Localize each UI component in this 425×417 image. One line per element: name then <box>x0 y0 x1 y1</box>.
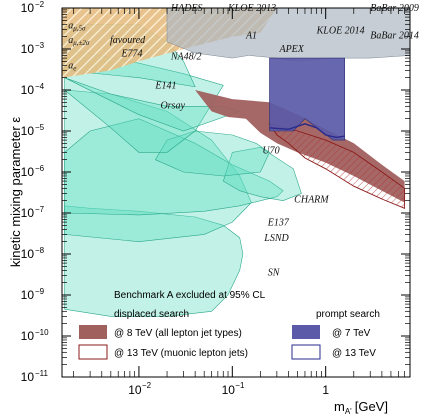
region-label-subscript: μ,±2σ <box>73 39 90 47</box>
y-tick-exponent: −4 <box>35 82 45 91</box>
y-tick-label: 10 <box>21 83 35 97</box>
legend-swatch-prompt-7tev <box>292 325 320 339</box>
region-prompt-13tev <box>269 123 345 139</box>
x-tick-label: 10 <box>128 383 142 397</box>
region-label: BaBar 2014 <box>370 31 419 42</box>
y-tick-label: 10 <box>21 165 35 179</box>
x-tick-exponent: −1 <box>235 381 245 390</box>
region-sn <box>64 205 244 317</box>
legend-item-label: @ 7 TeV <box>332 328 371 339</box>
x-axis-label-m: m <box>334 399 345 414</box>
region-u70 <box>154 130 270 177</box>
region-charm <box>222 146 302 202</box>
x-tick-exponent: −2 <box>142 381 152 390</box>
y-tick-exponent: −11 <box>35 369 49 378</box>
region-label: CHARM <box>294 195 329 206</box>
y-axis-label: kinetic mixing parameter ε <box>8 117 23 267</box>
x-axis-label-subscript: A' <box>345 407 352 416</box>
region-e137 <box>64 118 284 216</box>
y-tick-exponent: −9 <box>35 287 45 296</box>
region-label-base: a <box>68 20 73 31</box>
y-tick-exponent: −3 <box>35 41 45 50</box>
region-label: aμ,±2σ <box>68 35 90 47</box>
y-tick-exponent: −6 <box>35 164 45 173</box>
x-tick-label: 10 <box>222 383 236 397</box>
y-tick-label: 10 <box>21 42 35 56</box>
region-label-subscript: μ,5σ <box>73 24 86 32</box>
legend-swatch-prompt-13tev <box>291 344 321 360</box>
y-tick-label: 10 <box>21 329 35 343</box>
region-label: KLOE 2014 <box>316 25 365 36</box>
y-tick-exponent: −5 <box>35 123 45 132</box>
region-label: BaBar 2009 <box>370 3 419 14</box>
x-tick-label: 1 <box>322 383 329 397</box>
region-label: ae <box>68 61 76 73</box>
region-e141 <box>64 48 224 153</box>
y-tick-label: 10 <box>21 370 35 384</box>
y-tick-exponent: −2 <box>35 0 45 9</box>
y-tick-exponent: −10 <box>35 328 49 337</box>
legend-swatch-run2-13tev <box>78 344 108 360</box>
region-label: E137 <box>267 217 290 228</box>
y-tick-exponent: −7 <box>35 205 45 214</box>
legend-item-label: @ 13 TeV <box>332 348 376 359</box>
plot-frame <box>61 7 411 378</box>
region-label-base: a <box>68 35 73 46</box>
legend-title: Benchmark A excluded at 95% CL <box>114 290 266 301</box>
legend-item-label: @ 13 TeV (muonic lepton jets) <box>114 348 248 359</box>
region-label: aμ,5σ <box>68 20 86 32</box>
region-label-subscript: e <box>73 65 76 73</box>
region-label: NA48/2 <box>170 52 202 63</box>
legend-swatch-run1-8tev <box>79 325 107 339</box>
region-label: U70 <box>262 146 279 157</box>
x-axis-label: mA' [GeV] <box>334 399 388 416</box>
region-label: LSND <box>263 233 289 244</box>
y-tick-label: 10 <box>21 247 35 261</box>
legend: Benchmark A excluded at 95% CL displaced… <box>78 290 380 360</box>
region-label: APEX <box>278 44 304 55</box>
region-label: favoured <box>110 35 146 46</box>
region-label-base: a <box>68 61 73 72</box>
legend-item-label: @ 8 TeV (all lepton jet types) <box>114 328 242 339</box>
region-label: HADES <box>170 3 203 14</box>
region-label: SN <box>268 267 281 278</box>
legend-header-prompt: prompt search <box>316 309 380 320</box>
y-tick-label: 10 <box>21 206 35 220</box>
y-tick-exponent: −8 <box>35 246 45 255</box>
x-axis-label-unit: [GeV] <box>355 399 388 414</box>
region-label: A1 <box>245 31 257 42</box>
region-label: E774 <box>120 49 142 60</box>
y-tick-label: 10 <box>21 288 35 302</box>
y-tick-label: 10 <box>21 124 35 138</box>
region-displaced-13tev <box>268 123 406 209</box>
region-label: KLOE 2013 <box>227 3 276 14</box>
y-tick-label: 10 <box>21 1 35 15</box>
region-label: E141 <box>154 80 176 91</box>
legend-header-displaced: displaced search <box>114 309 189 320</box>
region-label: Orsay <box>160 101 185 112</box>
